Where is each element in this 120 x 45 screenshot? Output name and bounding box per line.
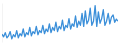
plot-area xyxy=(2,4,118,43)
chart xyxy=(0,0,120,45)
line xyxy=(2,6,118,39)
series-group xyxy=(2,6,118,39)
